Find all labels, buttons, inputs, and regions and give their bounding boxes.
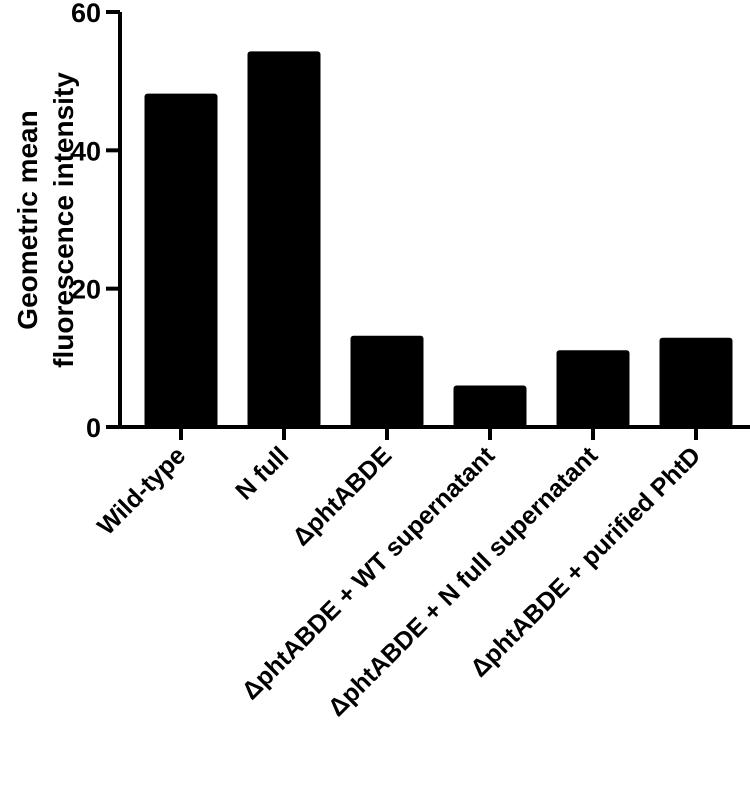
x-tick-label-3: ΔphtABDE — [287, 441, 397, 551]
y-ticks-group: 0 20 40 60 — [71, 0, 120, 443]
bar-2 — [247, 51, 321, 428]
bar-5 — [556, 350, 630, 427]
bar-6 — [659, 337, 733, 427]
bar-4 — [453, 385, 527, 427]
x-tick-label-1: Wild-type — [92, 441, 191, 540]
axes-group — [118, 12, 750, 429]
y-tick-label-4: 60 — [71, 0, 101, 28]
y-axis-title-line-1: Geometric mean — [12, 110, 43, 329]
bars-group — [144, 51, 733, 428]
y-tick-label-3: 40 — [71, 136, 101, 166]
y-tick-label-1: 0 — [86, 413, 101, 443]
x-tick-label-2: N full — [230, 441, 294, 505]
y-tick-label-2: 20 — [71, 275, 101, 305]
y-axis-title: Geometric mean fluorescence intensity — [12, 72, 79, 368]
bar-3 — [350, 335, 424, 427]
bar-1 — [144, 93, 218, 427]
y-axis-title-line-2: fluorescence intensity — [48, 72, 79, 368]
